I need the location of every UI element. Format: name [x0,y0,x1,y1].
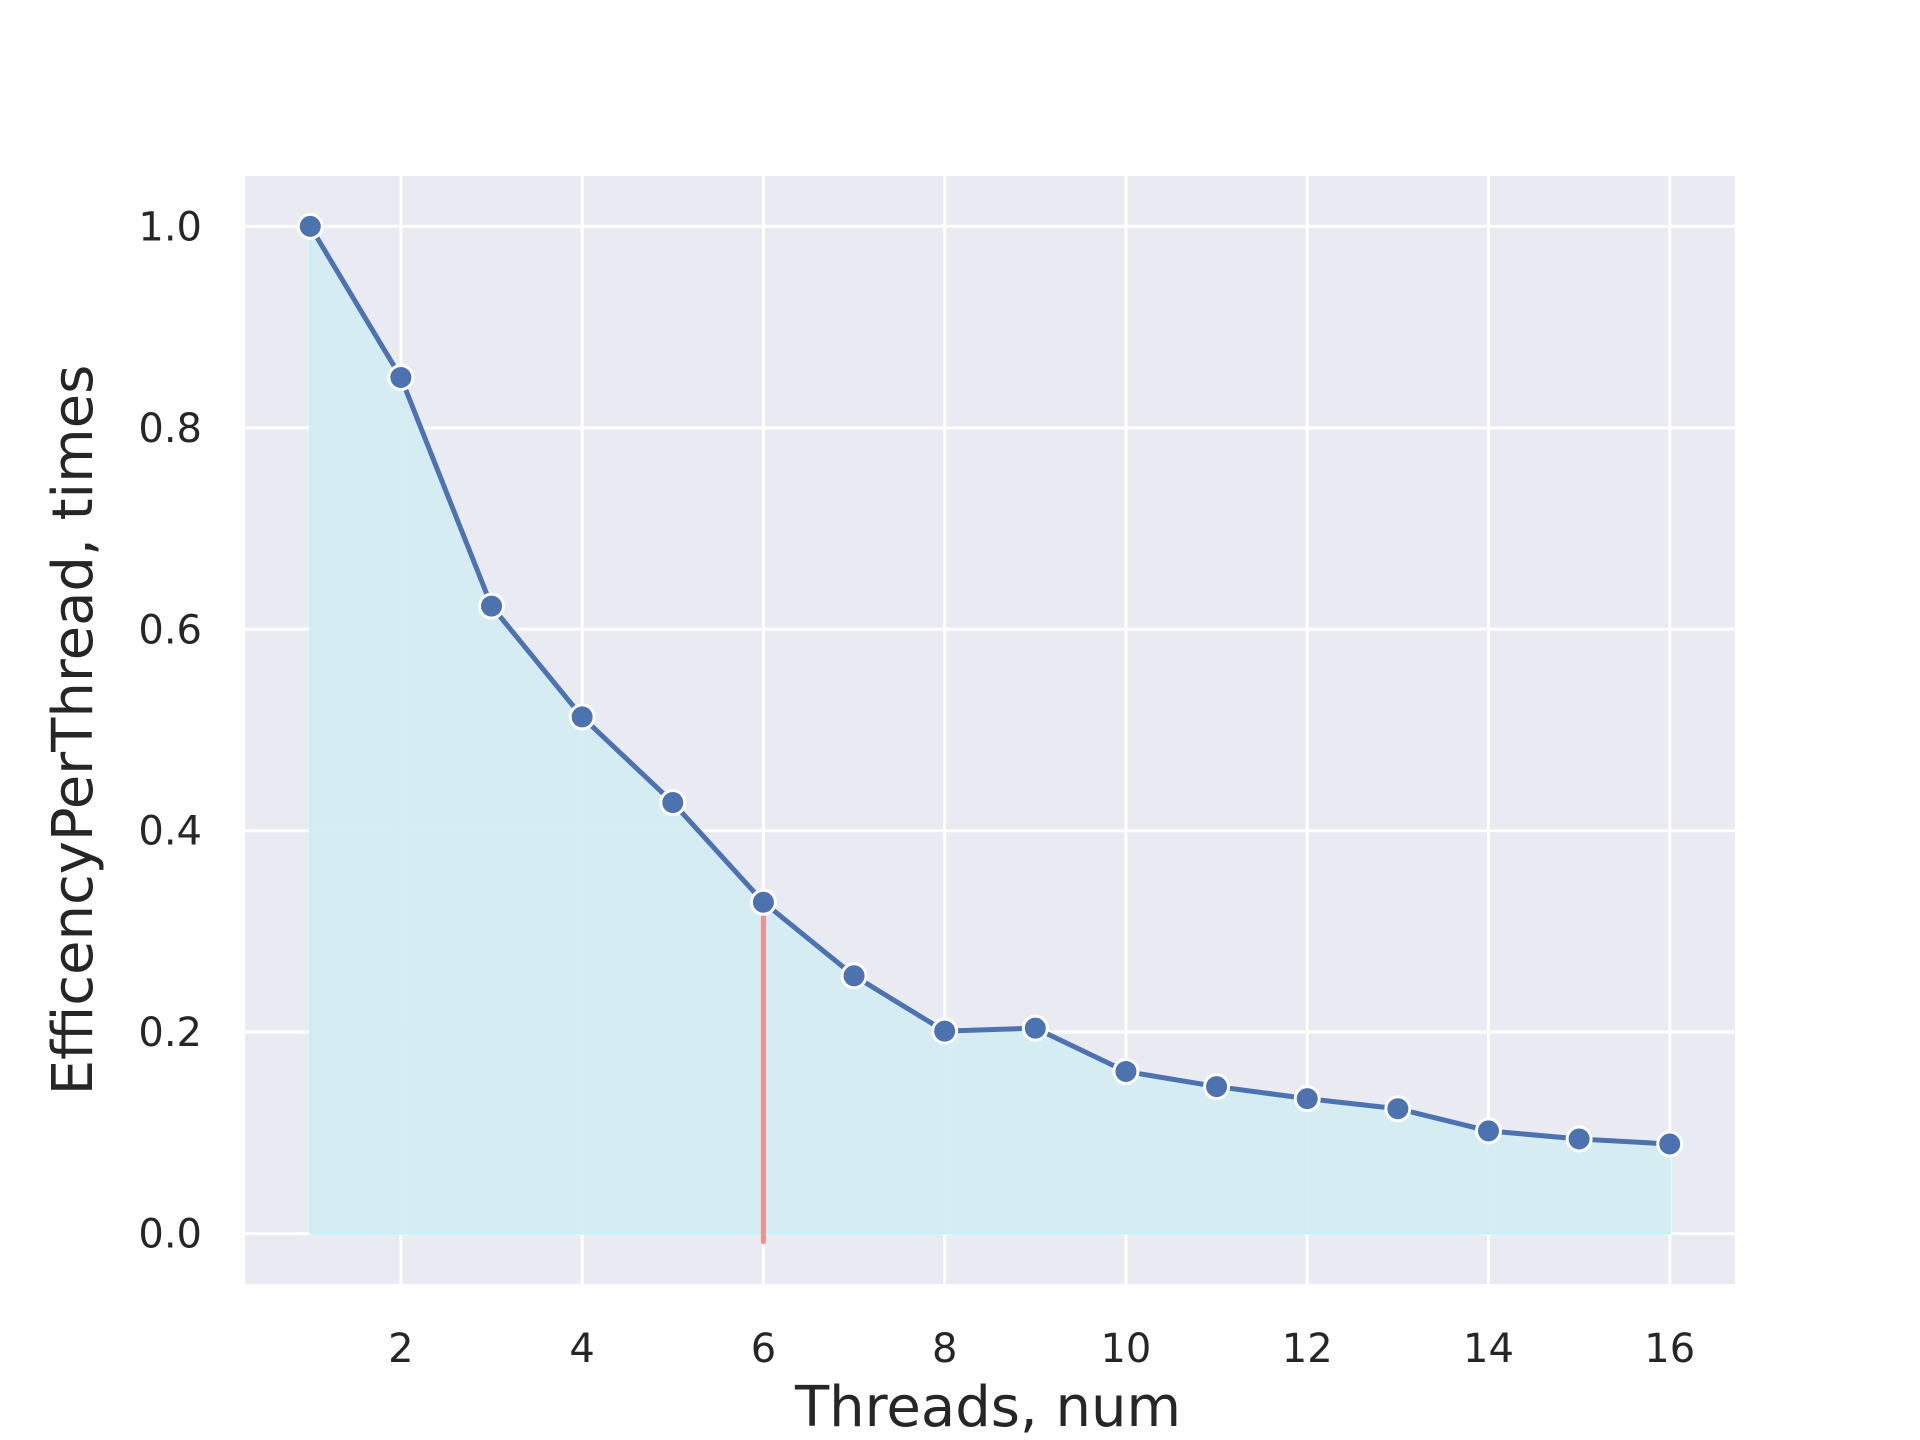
x-tick-label: 16 [1644,1326,1695,1372]
series-line-group [308,225,1670,1147]
y-tick-label: 1.0 [138,204,202,250]
data-point [1565,1125,1593,1153]
data-point [478,592,506,620]
y-tick-label: 0.4 [138,809,202,855]
data-point [1384,1095,1412,1123]
data-point [1021,1014,1049,1042]
data-point [1203,1073,1231,1101]
y-tick-labels: 0.0 0.2 0.4 0.6 0.8 1.0 [138,204,202,1257]
y-tick-label: 0.8 [138,406,202,452]
data-point [1656,1130,1684,1158]
data-point [1474,1117,1502,1145]
x-tick-labels: 2 4 6 8 10 12 14 16 [388,1326,1695,1372]
y-tick-label: 0.2 [138,1010,202,1056]
data-points [296,212,1684,1158]
x-tick-label: 4 [569,1326,594,1372]
data-point [749,888,777,916]
y-axis-title: EfficencyPerThread, times [41,365,106,1096]
data-point [659,789,687,817]
x-tick-label: 2 [388,1326,413,1372]
series-line [308,225,1670,1147]
x-axis-title: Threads, num [794,1375,1181,1440]
data-point [387,363,415,391]
data-point [840,962,868,990]
x-tick-label: 10 [1100,1326,1151,1372]
x-tick-label: 8 [932,1326,957,1372]
x-tick-label: 14 [1463,1326,1514,1372]
x-tick-label: 6 [751,1326,776,1372]
y-tick-label: 0.0 [138,1212,202,1258]
y-tick-label: 0.6 [138,607,202,653]
data-point [296,212,324,240]
data-point [931,1017,959,1045]
data-point [1112,1057,1140,1085]
x-tick-label: 12 [1282,1326,1333,1372]
data-point [568,703,596,731]
data-point [1293,1085,1321,1113]
